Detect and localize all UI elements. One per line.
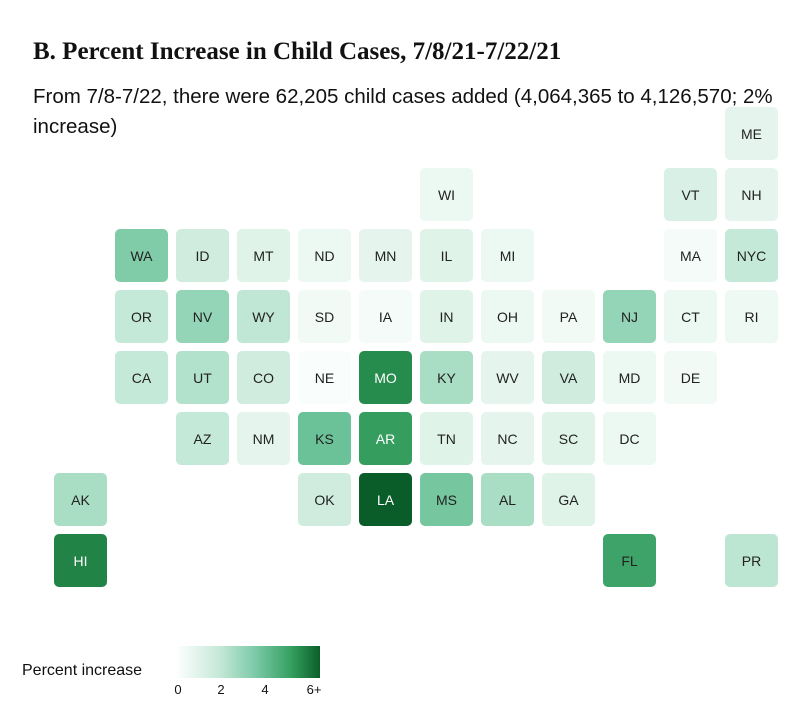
state-tile-nh: NH — [725, 168, 778, 221]
state-tile-ms: MS — [420, 473, 473, 526]
state-tile-wa: WA — [115, 229, 168, 282]
legend-color-bar — [175, 646, 320, 678]
state-tile-ak: AK — [54, 473, 107, 526]
legend-label: Percent increase — [22, 662, 143, 679]
chart-subtitle: From 7/8-7/22, there were 62,205 child c… — [33, 85, 773, 138]
state-tile-ct: CT — [664, 290, 717, 343]
state-tile-hi: HI — [54, 534, 107, 587]
state-tile-ky: KY — [420, 351, 473, 404]
state-tile-wy: WY — [237, 290, 290, 343]
state-tile-ks: KS — [298, 412, 351, 465]
state-tile-mt: MT — [237, 229, 290, 282]
state-tile-mn: MN — [359, 229, 412, 282]
state-tile-me: ME — [725, 107, 778, 160]
state-tile-id: ID — [176, 229, 229, 282]
state-tile-nyc: NYC — [725, 229, 778, 282]
state-tile-ia: IA — [359, 290, 412, 343]
state-tile-md: MD — [603, 351, 656, 404]
state-tile-ut: UT — [176, 351, 229, 404]
state-tile-az: AZ — [176, 412, 229, 465]
state-tile-de: DE — [664, 351, 717, 404]
state-tile-ne: NE — [298, 351, 351, 404]
legend-tick-4: 4 — [261, 682, 269, 697]
state-tile-ar: AR — [359, 412, 412, 465]
state-tile-ca: CA — [115, 351, 168, 404]
state-tile-pa: PA — [542, 290, 595, 343]
state-tile-va: VA — [542, 351, 595, 404]
legend-tick-2: 2 — [217, 682, 225, 697]
state-tile-vt: VT — [664, 168, 717, 221]
state-tile-al: AL — [481, 473, 534, 526]
state-tile-nc: NC — [481, 412, 534, 465]
state-tile-wi: WI — [420, 168, 473, 221]
state-tile-nj: NJ — [603, 290, 656, 343]
state-tile-mo: MO — [359, 351, 412, 404]
state-tile-ga: GA — [542, 473, 595, 526]
state-tile-sd: SD — [298, 290, 351, 343]
state-tile-dc: DC — [603, 412, 656, 465]
state-tile-pr: PR — [725, 534, 778, 587]
state-tile-co: CO — [237, 351, 290, 404]
state-tile-wv: WV — [481, 351, 534, 404]
legend-tick-0: 0 — [174, 682, 182, 697]
state-tile-sc: SC — [542, 412, 595, 465]
state-tile-mi: MI — [481, 229, 534, 282]
state-tile-or: OR — [115, 290, 168, 343]
state-tile-la: LA — [359, 473, 412, 526]
state-tile-oh: OH — [481, 290, 534, 343]
chart-title: B. Percent Increase in Child Cases, 7/8/… — [33, 38, 562, 65]
state-tile-nv: NV — [176, 290, 229, 343]
state-tile-ma: MA — [664, 229, 717, 282]
state-tile-ri: RI — [725, 290, 778, 343]
state-tile-fl: FL — [603, 534, 656, 587]
state-tile-tn: TN — [420, 412, 473, 465]
state-tile-nm: NM — [237, 412, 290, 465]
state-tile-il: IL — [420, 229, 473, 282]
state-tile-nd: ND — [298, 229, 351, 282]
state-tile-ok: OK — [298, 473, 351, 526]
state-tile-in: IN — [420, 290, 473, 343]
legend-tick-6-plus: 6+ — [306, 682, 322, 697]
